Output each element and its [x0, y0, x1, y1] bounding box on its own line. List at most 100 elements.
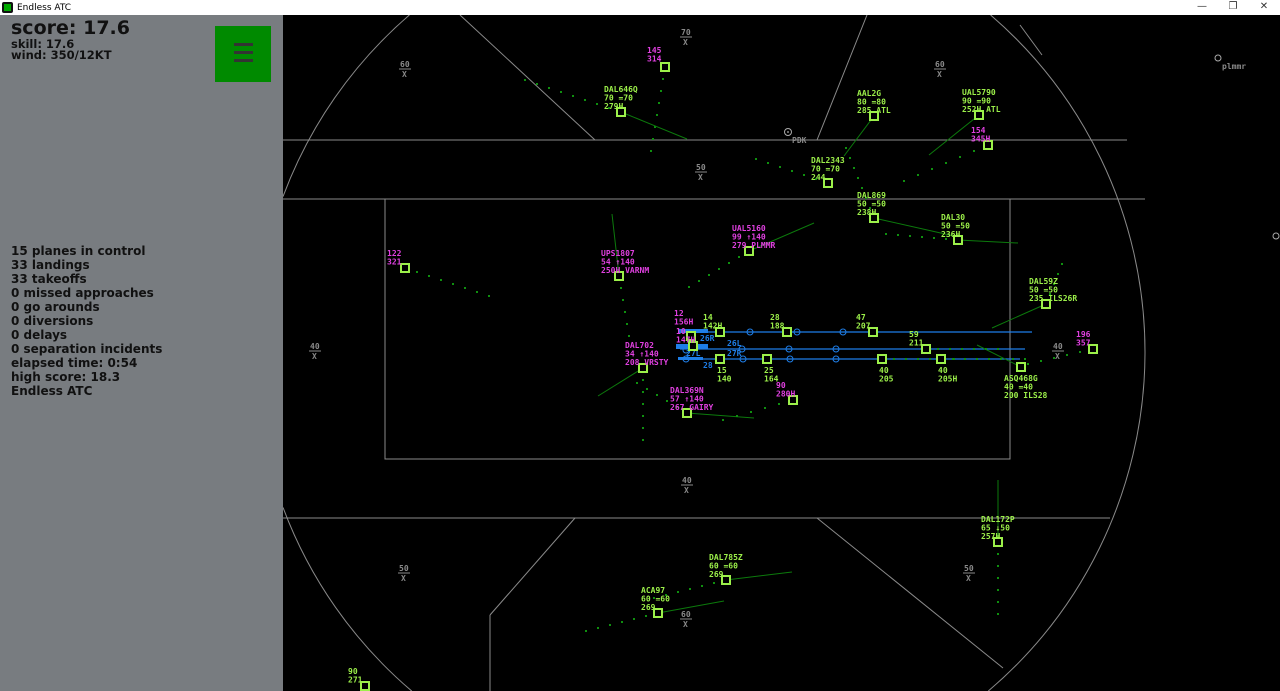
fix-x-icon: X [937, 70, 942, 79]
minimize-button[interactable]: — [1197, 1, 1207, 12]
trail-dot [713, 582, 715, 584]
aircraft-icon[interactable] [744, 246, 754, 256]
aircraft-datablock-line: 25 [764, 366, 774, 375]
trail-dot [869, 207, 871, 209]
trail-dot [636, 382, 638, 384]
stat-game-name: Endless ATC [11, 384, 93, 398]
menu-button[interactable] [215, 26, 271, 82]
close-button[interactable]: ✕ [1259, 1, 1269, 12]
stat-go-arounds: 0 go arounds [11, 300, 100, 314]
trail-dot [865, 197, 867, 199]
aircraft-icon[interactable] [688, 341, 698, 351]
fix-x-icon: X [402, 70, 407, 79]
aircraft-icon[interactable] [614, 271, 624, 281]
aircraft-icon[interactable] [868, 327, 878, 337]
aircraft-icon[interactable] [936, 354, 946, 364]
aircraft-icon[interactable] [638, 363, 648, 373]
restore-button[interactable]: ❐ [1228, 1, 1238, 12]
sector-line [816, 517, 1004, 669]
aircraft-icon[interactable] [616, 107, 626, 117]
heading-vector [748, 222, 815, 252]
aircraft-icon[interactable] [660, 62, 670, 72]
aircraft-icon[interactable] [360, 681, 370, 691]
aircraft-icon[interactable] [400, 263, 410, 273]
aircraft-datablock-line: 50 =50 [857, 200, 886, 209]
runway-marker [738, 345, 746, 353]
aircraft-datablock-line: 80 =80 [857, 98, 886, 107]
aircraft-icon[interactable] [1041, 299, 1051, 309]
aircraft-icon[interactable] [682, 408, 692, 418]
aircraft-icon[interactable] [983, 140, 993, 150]
trail-dot [959, 156, 961, 158]
aircraft-datablock-line: 99 ↑140 [732, 233, 766, 242]
aircraft-icon[interactable] [686, 331, 696, 341]
aircraft-icon[interactable] [869, 111, 879, 121]
aircraft-icon[interactable] [721, 575, 731, 585]
trail-dot [548, 87, 550, 89]
aircraft-icon[interactable] [993, 537, 1003, 547]
trail-dot [1053, 283, 1055, 285]
aircraft-icon[interactable] [715, 327, 725, 337]
fix-plmmr[interactable]: plmmr [1214, 54, 1246, 71]
aircraft-icon[interactable] [921, 344, 931, 354]
trail-dot [628, 335, 630, 337]
aircraft-icon[interactable] [1016, 362, 1026, 372]
aircraft-icon[interactable] [1088, 344, 1098, 354]
trail-dot [917, 358, 919, 360]
aircraft-icon[interactable] [653, 608, 663, 618]
trail-dot [1057, 273, 1059, 275]
aircraft-icon[interactable] [788, 395, 798, 405]
aircraft-icon[interactable] [869, 213, 879, 223]
trail-dot [976, 358, 978, 360]
trail-dot [650, 150, 652, 152]
score: score: 17.6 [11, 17, 130, 39]
aircraft-icon[interactable] [953, 235, 963, 245]
aircraft-icon[interactable] [877, 354, 887, 364]
trail-dot [933, 237, 935, 239]
aircraft-icon[interactable] [823, 178, 833, 188]
aircraft-datablock-line: 211 [909, 339, 924, 348]
aircraft-icon[interactable] [782, 327, 792, 337]
aircraft-icon[interactable] [762, 354, 772, 364]
fix-pdk[interactable]: PDK [784, 128, 807, 146]
aircraft-datablock-line: 90 =90 [962, 97, 991, 106]
aircraft-icon[interactable] [715, 354, 725, 364]
trail-dot [476, 291, 478, 293]
radar-scope[interactable]: PDK plmmr 70X60X60X50X40X40X40X50X50X60X… [283, 15, 1280, 691]
trail-dot [572, 95, 574, 97]
trail-dot [997, 577, 999, 579]
trail-dot [1061, 263, 1063, 265]
aircraft-icon[interactable] [974, 110, 984, 120]
